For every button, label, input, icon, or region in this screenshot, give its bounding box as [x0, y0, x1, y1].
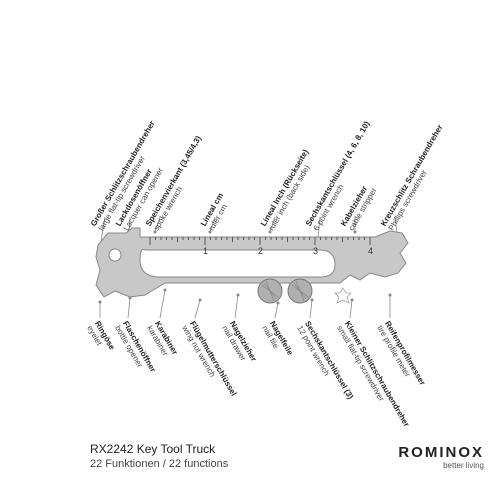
svg-text:3: 3	[313, 246, 318, 256]
svg-text:1: 1	[203, 246, 208, 256]
svg-text:4: 4	[368, 246, 373, 256]
brand-block: ROMINOX better living	[398, 444, 484, 470]
product-code: RX2242 Key Tool Truck	[90, 442, 215, 456]
brand-tagline: better living	[398, 461, 484, 470]
key-tool-truck: 1 2 3 4	[90, 225, 410, 310]
brand-name: ROMINOX	[398, 444, 484, 461]
product-subtitle: 22 Funktionen / 22 functions	[90, 458, 228, 470]
star-bit	[335, 288, 351, 303]
eyelet-hole	[109, 249, 121, 261]
carabiner-cutout	[140, 249, 335, 277]
infographic-page: 1234 Großer Schlitzschraubendreherlarge …	[0, 0, 504, 504]
svg-text:2: 2	[258, 246, 263, 256]
